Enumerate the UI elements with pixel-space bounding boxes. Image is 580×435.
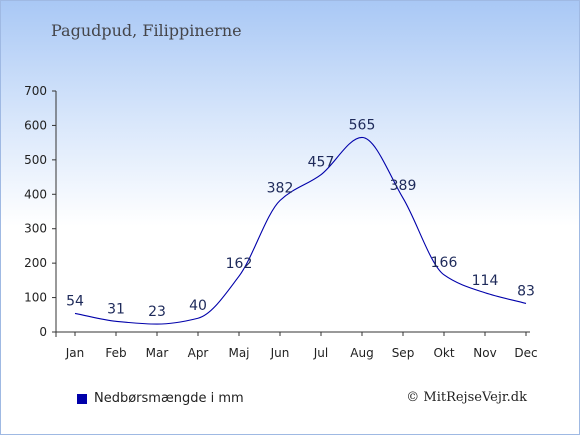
x-tick-label: Apr [188,346,209,360]
legend-swatch [77,393,87,404]
data-label: 114 [472,273,499,289]
data-label: 457 [308,155,335,171]
data-label: 54 [66,293,84,309]
x-tick-label: Aug [350,346,373,360]
x-tick-label: Okt [433,346,454,360]
y-tick-label: 300 [24,222,47,236]
y-tick-label: 0 [39,325,47,339]
data-label: 565 [349,117,376,133]
x-tick-label: Dec [514,346,537,360]
x-tick-label: Jan [65,346,85,360]
x-tick-label: Jun [270,346,290,360]
legend: Nedbørsmængde i mm [77,391,244,406]
y-tick-label: 700 [24,84,47,98]
y-tick-label: 500 [24,153,47,167]
y-tick-label: 100 [24,291,47,305]
data-label: 31 [107,301,125,317]
y-tick-label: 200 [24,256,47,270]
x-tick-label: Jul [313,346,328,360]
x-tick-label: Mar [146,346,169,360]
y-tick-label: 600 [24,118,47,132]
data-label: 382 [267,180,294,196]
chart-title: Pagudpud, Filippinerne [51,21,242,40]
legend-label: Nedbørsmængde i mm [94,391,244,406]
y-tick-label: 400 [24,187,47,201]
data-label: 162 [226,256,253,272]
data-label: 83 [517,283,535,299]
x-tick-label: Feb [105,346,126,360]
x-tick-label: Maj [228,346,249,360]
series-line [74,136,527,325]
x-tick-label: Nov [473,346,496,360]
copyright-credit: © MitRejseVejr.dk [406,390,527,405]
data-label: 166 [431,255,458,271]
data-label: 40 [189,298,207,314]
data-label: 23 [148,304,166,320]
data-label: 389 [390,178,417,194]
x-tick-label: Sep [392,346,415,360]
